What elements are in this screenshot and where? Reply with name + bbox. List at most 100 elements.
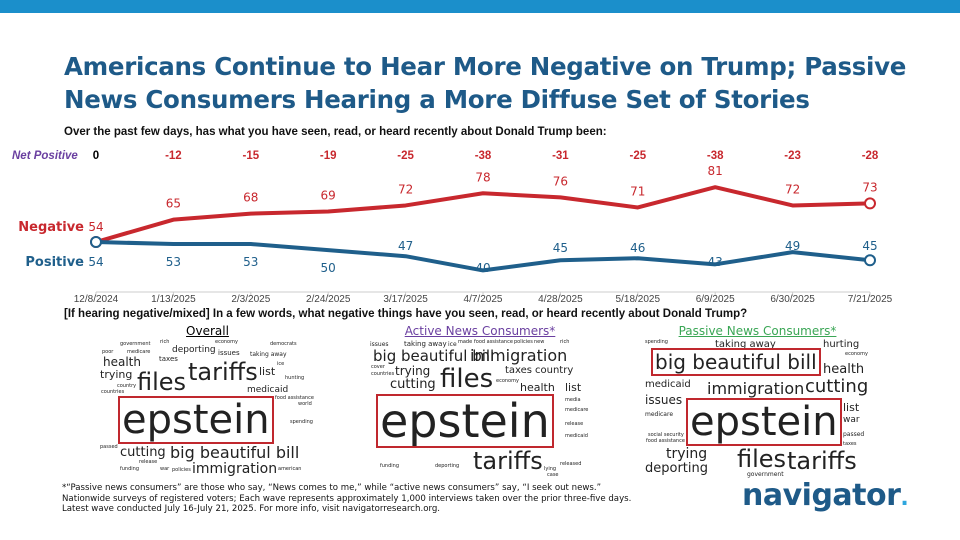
positive-data-label: 47 <box>398 239 413 253</box>
net-value: -38 <box>707 150 724 162</box>
cloud-word: files <box>440 364 494 394</box>
net-value: -31 <box>552 150 569 162</box>
question-2: [If hearing negative/mixed] In a few wor… <box>64 308 748 320</box>
x-tick-label: 3/17/2025 <box>383 294 428 305</box>
x-tick-label: 6/30/2025 <box>770 294 815 305</box>
positive-data-label: 50 <box>321 261 336 275</box>
positive-marker <box>90 236 102 248</box>
cloud-word: files <box>137 368 187 396</box>
cloud-word: policies <box>514 339 533 345</box>
cloud-word: deporting <box>435 463 460 469</box>
net-value: -19 <box>320 150 337 162</box>
positive-legend-label: Positive <box>25 255 84 270</box>
negative-line <box>95 185 871 244</box>
cloud-word: deporting <box>645 461 709 476</box>
cloud-word: taking away <box>250 351 287 358</box>
positive-data-label: 49 <box>785 239 800 253</box>
positive-data-label: 45 <box>862 239 877 253</box>
question-1: Over the past few days, has what you hav… <box>64 126 607 138</box>
cloud-word: social security <box>648 432 684 438</box>
cloud-word: food assistance <box>474 339 513 345</box>
positive-data-label: 43 <box>708 255 723 269</box>
footnote-line: *“Passive news consumers” are those who … <box>62 483 602 493</box>
cloud-word: taking away <box>715 339 776 350</box>
x-tick-label: 1/13/2025 <box>151 294 196 305</box>
cloud-word: ice <box>448 341 457 348</box>
cloud-word: taxes <box>843 441 857 447</box>
negative-data-label: 76 <box>553 174 568 188</box>
cloud-word: passed <box>843 431 865 438</box>
cloud-word: medicare <box>565 407 589 413</box>
cloud-word: hunting <box>285 375 305 381</box>
cloud-word: country <box>535 365 574 376</box>
negative-marker <box>864 197 876 210</box>
cloud-word: ice <box>277 361 285 367</box>
negative-data-label: 73 <box>862 180 877 194</box>
cloud-word: big beautiful bill <box>373 347 495 365</box>
cloud-word: food assistance <box>275 395 314 401</box>
cloud-word: funding <box>380 463 400 469</box>
positive-line <box>95 240 871 273</box>
cloud-word: medicare <box>127 349 151 355</box>
cloud-word: countries <box>371 371 395 377</box>
negative-data-label: 54 <box>88 220 103 234</box>
cloud-word: health <box>823 362 865 377</box>
negative-data-label: 72 <box>785 182 800 196</box>
cloud-word: cover <box>371 364 385 370</box>
cloud-word: trying <box>100 368 133 381</box>
cloud-word: medicare <box>645 411 674 418</box>
net-value: -25 <box>397 150 414 162</box>
x-tick-label: 2/3/2025 <box>231 294 270 305</box>
cloud-word: economy <box>496 378 519 384</box>
x-tick-label: 5/18/2025 <box>616 294 661 305</box>
positive-data-label: 53 <box>166 255 181 269</box>
cloud-word: list <box>843 401 860 414</box>
negative-data-label: 81 <box>708 164 723 178</box>
cloud-word: medicaid <box>645 379 691 390</box>
cloud-word: world <box>298 401 312 407</box>
cloud-word: food assistance <box>646 438 685 444</box>
cloud-word: taking away <box>404 340 447 348</box>
positive-data-label: 46 <box>630 241 645 255</box>
negative-data-label: 71 <box>630 184 645 198</box>
cloud-word: spending <box>645 339 668 345</box>
word-cloud-heading: Active News Consumers* <box>404 324 556 338</box>
cloud-word: war <box>160 466 170 472</box>
navigator-logo: navigator. <box>742 478 909 513</box>
cloud-word: american <box>278 466 302 472</box>
negative-data-label: 69 <box>321 189 336 203</box>
cloud-word: epstein <box>122 397 270 443</box>
logo-text: navigator <box>742 478 901 513</box>
negative-data-label: 68 <box>243 191 258 205</box>
cloud-word: rich <box>160 339 170 345</box>
positive-marker <box>864 254 876 267</box>
negative-data-label: 72 <box>398 182 413 196</box>
cloud-word: health <box>103 355 141 369</box>
negative-data-label: 65 <box>166 197 181 211</box>
net-value: 0 <box>93 150 99 162</box>
cloud-word: immigration <box>192 461 278 477</box>
negative-data-label: 78 <box>475 170 490 184</box>
net-value: -23 <box>784 150 801 162</box>
cloud-word: cutting <box>805 376 869 397</box>
x-tick-label: 4/28/2025 <box>538 294 583 305</box>
cloud-word: cutting <box>390 377 436 392</box>
cloud-word: economy <box>215 339 238 345</box>
negative-legend-label: Negative <box>18 220 84 235</box>
footnote-line: Nationwide surveys of registered voters;… <box>62 493 632 504</box>
net-value: -25 <box>629 150 646 162</box>
word-cloud-active: Active News Consumers* epstein files tariff… <box>370 322 590 478</box>
positive-data-label: 40 <box>475 261 490 275</box>
cloud-word: big beautiful bill <box>655 350 817 374</box>
cloud-word: case <box>547 472 559 478</box>
net-value: -28 <box>862 150 879 162</box>
word-cloud-overall: Overall epstein tariffs files big beautiful … <box>100 322 315 476</box>
cloud-word: government <box>120 341 151 347</box>
cloud-word: taxes <box>159 355 178 363</box>
cloud-word: list <box>259 365 276 378</box>
page-title: Americans Continue to Hear More Negative… <box>64 52 907 114</box>
net-positive-label: Net Positive <box>12 150 78 162</box>
net-value: -12 <box>165 150 182 162</box>
cloud-word: files <box>737 445 787 473</box>
cloud-word: funding <box>120 466 140 472</box>
